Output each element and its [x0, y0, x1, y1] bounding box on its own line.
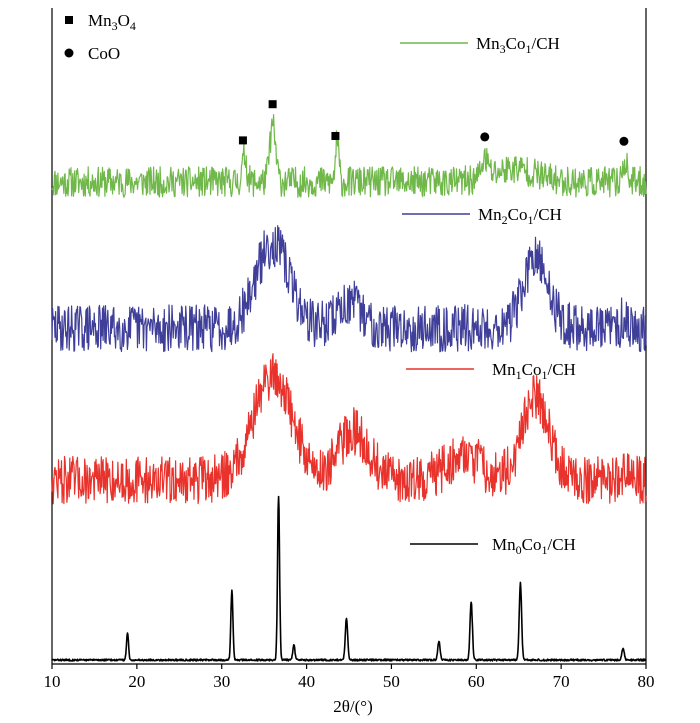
- marker-legend-label-coo: CoO: [88, 44, 120, 63]
- plot-frame: [51, 8, 647, 665]
- mn3o4-peak-marker: [268, 100, 277, 109]
- legend-square-icon: [65, 16, 73, 24]
- legend-label-2: Mn1Co1/CH: [492, 360, 576, 382]
- legend-label-part: Co: [508, 205, 528, 224]
- x-tick-label: 60: [468, 672, 485, 691]
- legend-circle-icon: [64, 48, 74, 58]
- x-tick-label: 10: [44, 672, 61, 691]
- x-tick-label: 70: [553, 672, 570, 691]
- legend-label-part: 1: [527, 213, 533, 227]
- mn3o4-peak-marker: [331, 131, 340, 140]
- legend-label-part: 1: [525, 42, 531, 56]
- legend-label-part: 1: [541, 368, 547, 382]
- series-line-0: [51, 114, 647, 198]
- legend-label-part: Co: [522, 535, 542, 554]
- legend-label-0: Mn3Co1/CH: [476, 34, 560, 56]
- legend-layer: Mn3Co1/CHMn2Co1/CHMn1Co1/CHMn0Co1/CHMn3O…: [64, 11, 576, 557]
- marker-legend-label-part: 4: [130, 19, 136, 33]
- legend-label-part: Mn: [478, 205, 502, 224]
- legend-label-part: 1: [516, 368, 522, 382]
- x-tick-label: 50: [383, 672, 400, 691]
- legend-label-3: Mn0Co1/CH: [492, 535, 576, 557]
- coo-peak-marker: [480, 132, 490, 142]
- x-tick-label: 40: [298, 672, 315, 691]
- marker-legend-label-mn3o4: Mn3O4: [88, 11, 136, 33]
- x-tick-label: 20: [128, 672, 145, 691]
- marker-legend-label-part: Mn: [88, 11, 112, 30]
- legend-label-part: Mn: [492, 360, 516, 379]
- x-tick-label: 80: [638, 672, 655, 691]
- series-line-3: [51, 495, 647, 662]
- x-axis-title: 2θ/(°): [333, 697, 373, 716]
- marker-legend-label-part: 3: [112, 19, 118, 33]
- phase-marker-layer: [238, 100, 629, 146]
- coo-peak-marker: [619, 136, 629, 146]
- marker-legend-label-part: O: [118, 11, 130, 30]
- legend-label-part: 0: [516, 543, 522, 557]
- legend-label-1: Mn2Co1/CH: [478, 205, 562, 227]
- series-line-1: [51, 225, 647, 353]
- legend-label-part: Co: [522, 360, 542, 379]
- legend-label-part: 2: [502, 213, 508, 227]
- x-axis: 10 20 30 40 50 60 70 80: [44, 664, 655, 691]
- mn3o4-peak-marker: [238, 136, 247, 145]
- series-line-2: [51, 353, 647, 505]
- legend-label-part: /CH: [533, 205, 561, 224]
- legend-label-part: /CH: [547, 535, 575, 554]
- legend-label-part: /CH: [547, 360, 575, 379]
- legend-label-part: Mn: [492, 535, 516, 554]
- legend-label-part: /CH: [531, 34, 559, 53]
- legend-label-part: Mn: [476, 34, 500, 53]
- legend-label-part: 3: [500, 42, 506, 56]
- legend-label-part: 1: [541, 543, 547, 557]
- series-layer: [51, 114, 647, 662]
- x-tick-label: 30: [213, 672, 230, 691]
- legend-label-part: Co: [506, 34, 526, 53]
